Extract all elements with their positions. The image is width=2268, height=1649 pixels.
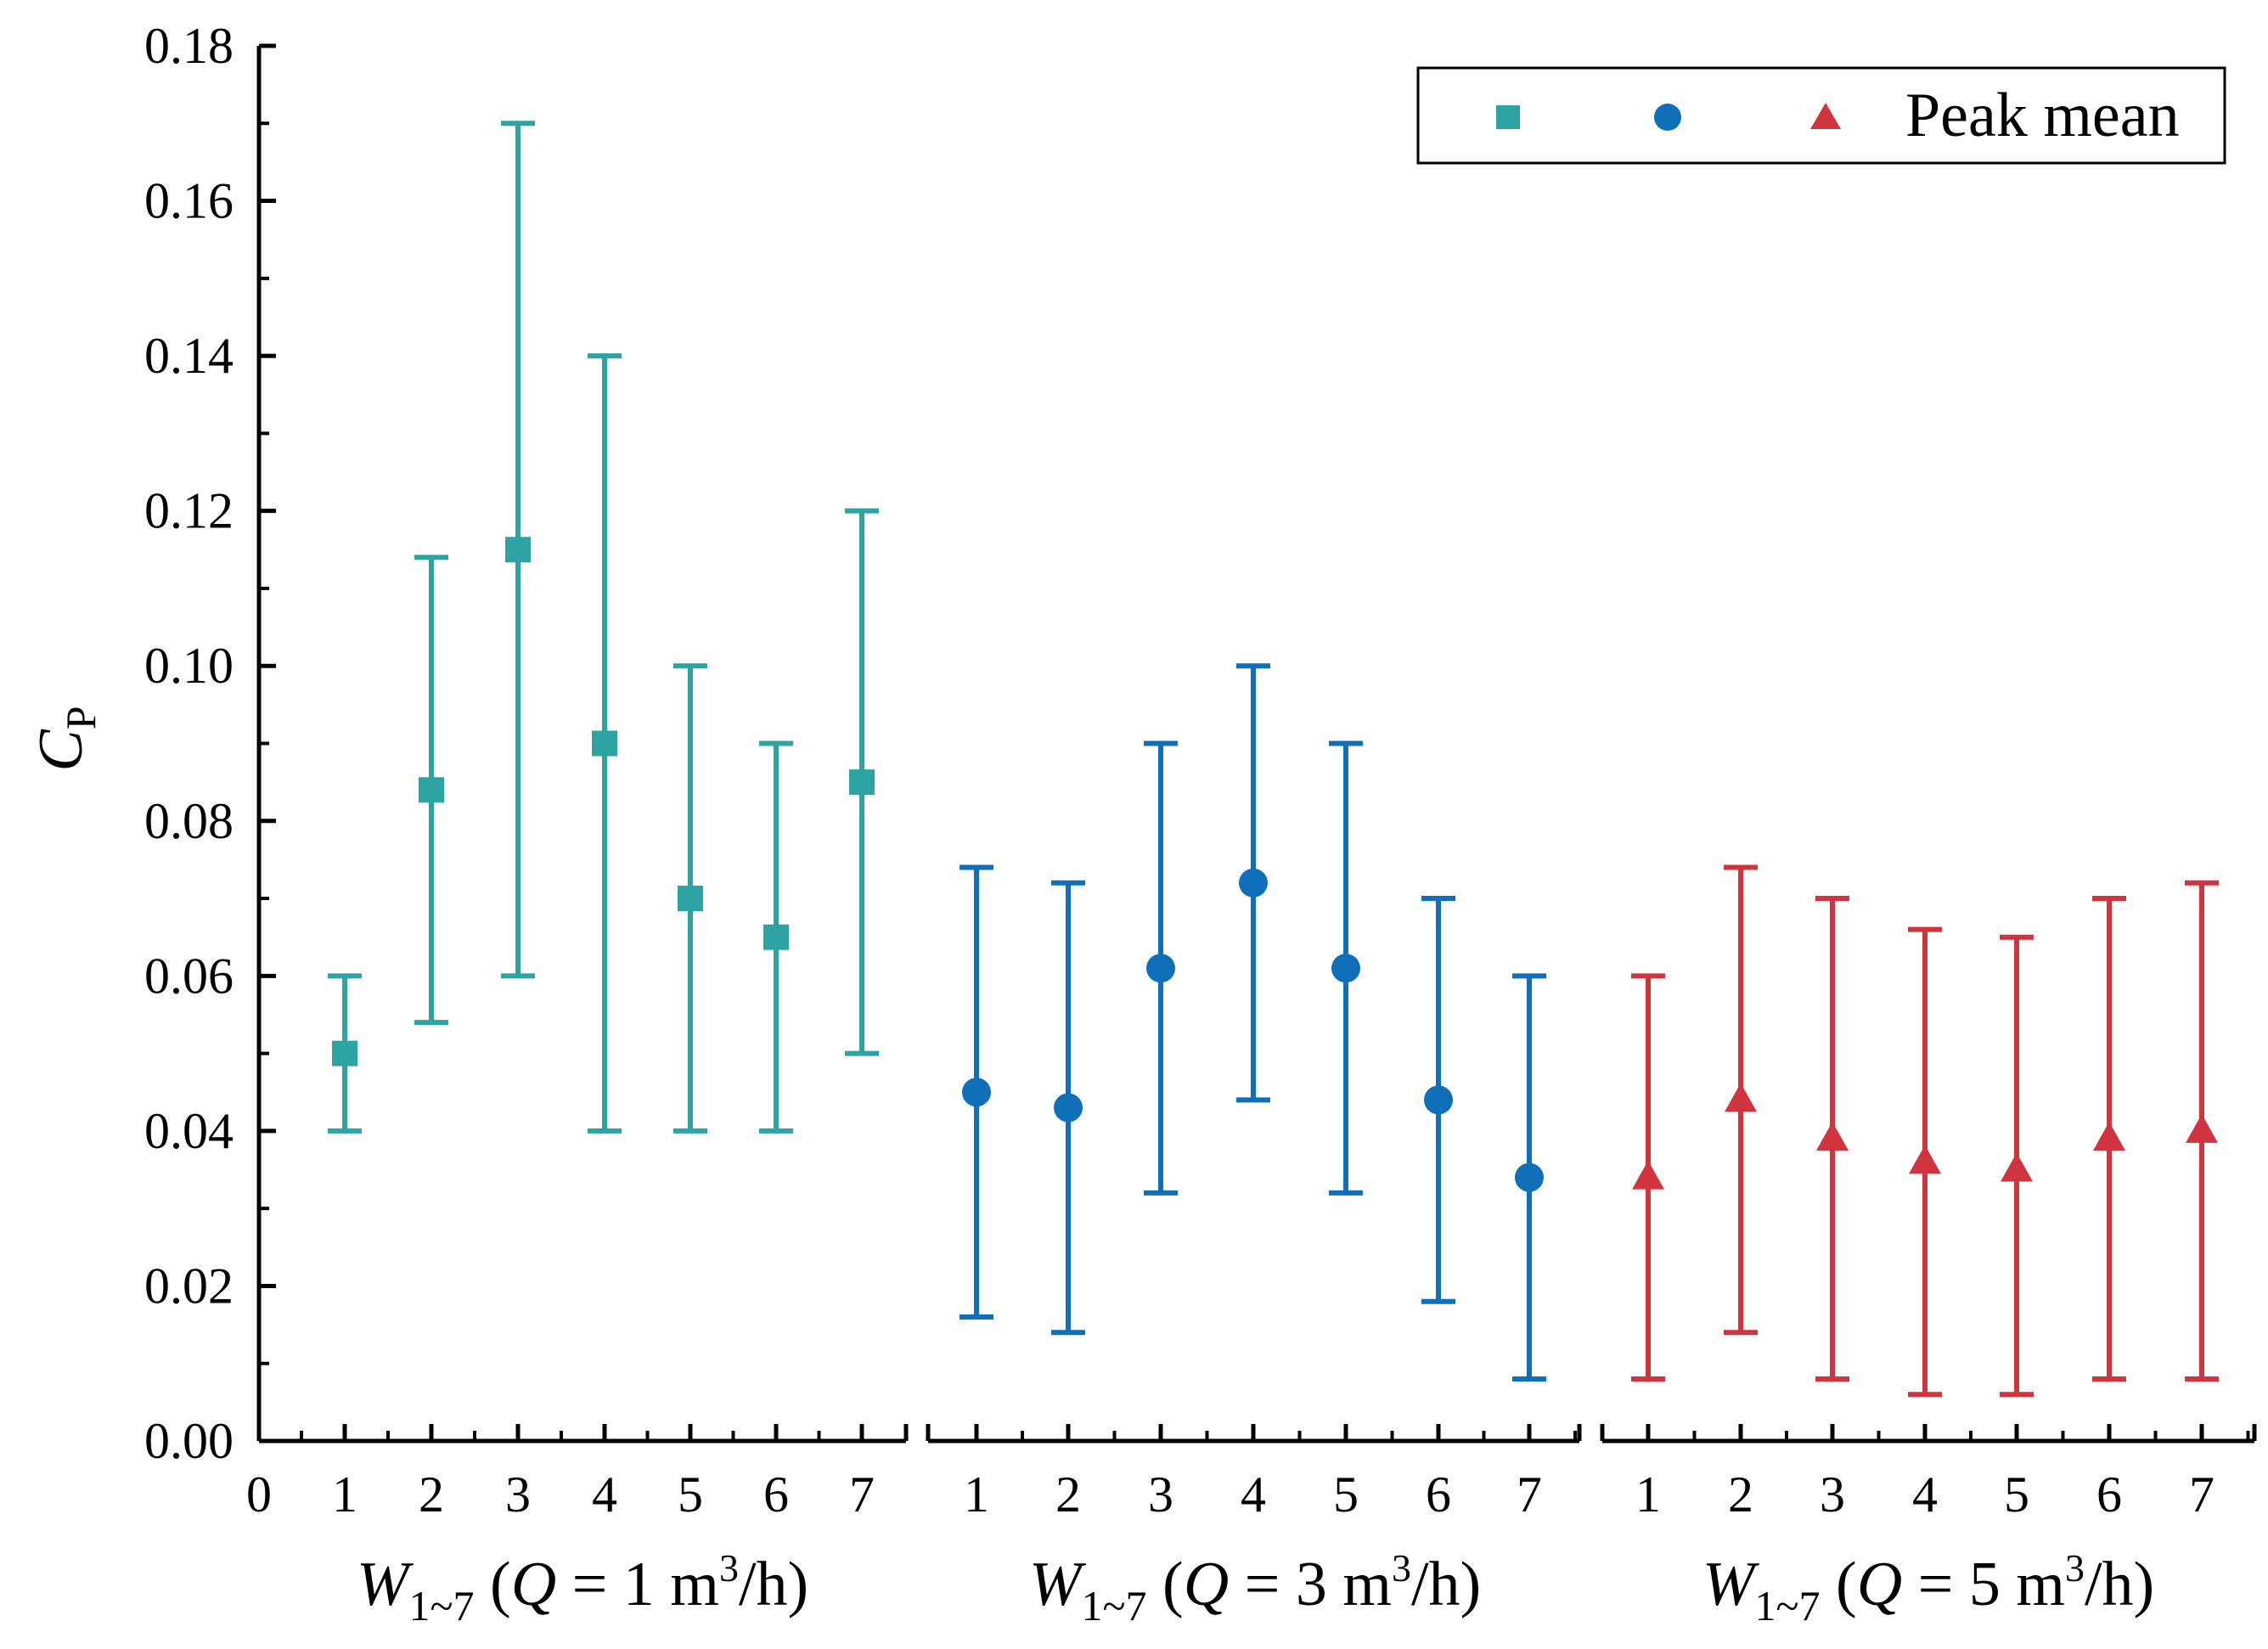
mean-marker-circle	[1146, 954, 1175, 983]
mean-marker-triangle	[1816, 1122, 1849, 1151]
series-group-2	[960, 663, 1546, 1382]
mean-marker-circle	[1331, 954, 1360, 983]
x-group-title-3: W1~7 (Q = 5 m3/h)	[1702, 1546, 2154, 1629]
mean-marker-square	[678, 886, 703, 912]
mean-marker-triangle	[2001, 1152, 2033, 1182]
x-ticks: 0 1 2 3 4 5 6 7 1 2 3 4 5 6 7 1 2 3 4 5 6 7	[246, 1424, 2257, 1522]
legend-label: Peak mean	[1905, 81, 2180, 150]
x-group-titles: W1~7 (Q = 1 m3/h) W1~7 (Q = 3 m3/h) W1~7…	[357, 1546, 2154, 1629]
x-tick-label: 6	[1426, 1466, 1451, 1522]
mean-marker-square	[332, 1040, 357, 1067]
y-tick-label: 0.14	[144, 328, 234, 384]
y-tick-label: 0.00	[144, 1413, 234, 1469]
x-tick-label: 5	[2004, 1466, 2029, 1522]
x-tick-label: 3	[1820, 1466, 1845, 1522]
mean-marker-circle	[1515, 1162, 1544, 1192]
y-tick-label: 0.18	[144, 18, 234, 74]
mean-marker-circle	[1424, 1085, 1453, 1115]
y-tick-label: 0.02	[144, 1258, 234, 1314]
series-group-1	[328, 121, 879, 1134]
legend: Peak mean	[1416, 66, 2226, 165]
mean-marker-circle	[962, 1078, 991, 1107]
x-tick-label: 4	[1912, 1466, 1938, 1522]
x-tick-label: 7	[1517, 1466, 1542, 1522]
mean-marker-triangle	[1725, 1083, 1757, 1112]
series-group-3	[1631, 864, 2219, 1398]
y-tick-label: 0.08	[144, 793, 234, 849]
mean-marker-circle	[1239, 868, 1268, 898]
x-tick-label: 4	[1241, 1466, 1266, 1522]
x-tick-label: 6	[763, 1466, 789, 1522]
x-tick-label: 1	[1635, 1466, 1661, 1522]
mean-marker-square	[592, 730, 617, 757]
y-tick-label: 0.10	[144, 638, 234, 694]
x-tick-label: 2	[1728, 1466, 1753, 1522]
x-group-title-2: W1~7 (Q = 3 m3/h)	[1029, 1546, 1481, 1629]
legend-circle-marker	[1654, 104, 1681, 131]
x-tick-label: 6	[2096, 1466, 2122, 1522]
x-group-title-1: W1~7 (Q = 1 m3/h)	[357, 1546, 808, 1629]
mean-marker-triangle	[2093, 1122, 2125, 1151]
mean-marker-triangle	[1909, 1145, 1941, 1174]
y-tick-label: 0.12	[144, 483, 234, 539]
y-tick-label: 0.04	[144, 1103, 234, 1159]
mean-marker-square	[505, 537, 531, 563]
x-tick-label: 5	[1333, 1466, 1359, 1522]
x-tick-label: 3	[1148, 1466, 1173, 1522]
x-tick-label: 2	[1055, 1466, 1081, 1522]
x-tick-label: 4	[592, 1466, 617, 1522]
legend-square-marker	[1496, 105, 1520, 129]
x-tick-label: 5	[678, 1466, 703, 1522]
x-tick-label: 1	[332, 1466, 357, 1522]
x-origin-label: 0	[246, 1466, 272, 1522]
axes	[256, 46, 2254, 1444]
legend-triangle-marker	[1810, 103, 1841, 129]
y-ticks: 0.00 0.02 0.04 0.06 0.08 0.10 0.12 0.14 0.16 0.18	[144, 18, 276, 1469]
mean-marker-square	[763, 924, 789, 950]
mean-marker-square	[419, 777, 444, 803]
mean-marker-circle	[1054, 1093, 1083, 1123]
mean-marker-square	[849, 769, 875, 796]
x-tick-label: 7	[2189, 1466, 2215, 1522]
data-series	[328, 121, 2219, 1398]
y-tick-label: 0.06	[144, 948, 234, 1004]
y-axis-title: CP	[26, 706, 104, 771]
x-tick-label: 1	[964, 1466, 989, 1522]
x-tick-label: 7	[849, 1466, 875, 1522]
mean-marker-triangle	[2186, 1113, 2218, 1143]
x-tick-label: 2	[419, 1466, 444, 1522]
mean-marker-triangle	[1632, 1160, 1664, 1190]
y-tick-label: 0.16	[144, 173, 234, 229]
x-tick-label: 3	[505, 1466, 531, 1522]
